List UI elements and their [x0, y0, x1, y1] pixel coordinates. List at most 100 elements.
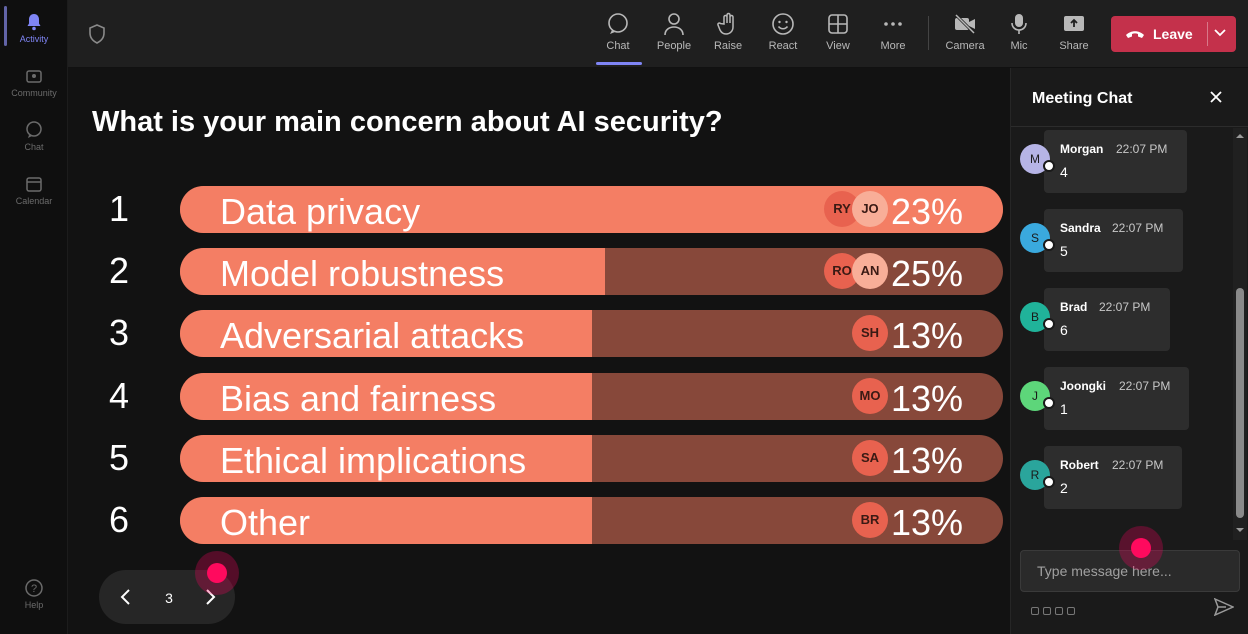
presence-indicator [1043, 160, 1055, 172]
option-number: 4 [108, 375, 130, 416]
rail-item-activity[interactable]: Activity [0, 12, 68, 44]
chat-icon [608, 13, 628, 34]
chat-message[interactable]: Sandra 22:07 PM 5 S [1011, 207, 1233, 272]
cursor-highlight [195, 551, 239, 595]
message-bubble: Sandra 22:07 PM 5 [1044, 209, 1183, 272]
message-author: Sandra [1060, 221, 1101, 235]
chevron-right-icon[interactable] [201, 587, 219, 607]
poll-option-label: Model robustness [220, 253, 505, 294]
poll-option-percent: 23% [890, 191, 963, 232]
meeting-chat-panel: Meeting Chat Morgan 22:07 PM 4 M Sandra 22:07… [1010, 68, 1248, 634]
chat-message-list: Morgan 22:07 PM 4 M Sandra 22:07 PM 5 S Brad 22:0… [1011, 128, 1233, 540]
toolbar-react-button[interactable]: React [755, 8, 811, 64]
poll-option-fill [180, 248, 605, 295]
poll-option-percent: 13% [890, 378, 963, 419]
toolbar-mic-button[interactable]: Mic [991, 8, 1047, 64]
poll-option-fill [180, 310, 592, 357]
people-icon [664, 13, 684, 36]
scroll-up-icon[interactable] [1236, 132, 1244, 140]
chevron-left-icon[interactable] [117, 587, 135, 607]
camera-off-icon [954, 13, 976, 35]
send-icon[interactable] [1214, 598, 1234, 616]
scrollbar-thumb[interactable] [1236, 288, 1244, 518]
presence-indicator [1043, 239, 1055, 251]
smile-icon [772, 13, 794, 35]
gif-icon[interactable] [1067, 607, 1075, 615]
rail-label: Help [24, 600, 44, 610]
emoji-icon[interactable] [1055, 607, 1063, 615]
toolbar-camera-button[interactable]: Camera [937, 8, 993, 64]
toolbar-label: React [768, 40, 798, 52]
message-text: 6 [1060, 322, 1068, 338]
poll-option-bar[interactable]: Other BR 13% [180, 497, 1003, 544]
poll-option-bar[interactable]: Adversarial attacks SH 13% [180, 310, 1003, 357]
chat-message-input[interactable] [1020, 550, 1240, 592]
voter-avatar: BR [852, 502, 888, 538]
rail-label: Activity [19, 34, 49, 44]
toolbar-chat-button[interactable]: Chat [590, 8, 646, 64]
poll-option-percent: 13% [890, 315, 963, 356]
toolbar-label: Share [1059, 40, 1089, 52]
formatting-toolbar [1031, 602, 1079, 615]
message-bubble: Morgan 22:07 PM 4 [1044, 130, 1187, 193]
scroll-down-icon[interactable] [1236, 526, 1244, 534]
grid-icon [828, 14, 848, 34]
chat-scrollbar[interactable] [1233, 128, 1247, 540]
svg-text:?: ? [31, 583, 37, 595]
poll-option-bar[interactable]: Model robustness RO AN 25% [180, 248, 1003, 295]
rail-item-help[interactable]: ? Help [0, 578, 68, 610]
poll-option-label: Adversarial attacks [220, 315, 525, 356]
help-icon: ? [25, 579, 43, 597]
chat-message[interactable]: Brad 22:07 PM 6 B [1011, 286, 1233, 351]
option-number: 5 [108, 437, 130, 478]
poll-option-fill [180, 435, 592, 482]
attach-icon[interactable] [1043, 607, 1051, 615]
toolbar-people-button[interactable]: People [646, 8, 702, 64]
toolbar-separator [928, 16, 929, 50]
message-text: 1 [1060, 401, 1068, 417]
poll-option-percent: 13% [890, 502, 963, 543]
presence-indicator [1043, 318, 1055, 330]
chat-active-indicator [596, 62, 642, 65]
leave-divider [1207, 22, 1208, 46]
rail-label: Calendar [15, 196, 53, 206]
toolbar-more-button[interactable]: More [865, 8, 921, 64]
format-icon[interactable] [1031, 607, 1039, 615]
rail-item-calendar[interactable]: Calendar [0, 174, 68, 206]
chat-message[interactable]: Morgan 22:07 PM 4 M [1011, 128, 1233, 193]
rail-item-chat[interactable]: Chat [0, 120, 68, 152]
chevron-down-icon[interactable] [1213, 28, 1227, 38]
left-rail: Activity Community Chat Calendar ? Help [0, 0, 68, 634]
poll-option-label: Ethical implications [220, 440, 527, 481]
leave-button[interactable]: Leave [1111, 16, 1236, 52]
voter-avatar: JO [852, 191, 888, 227]
option-number: 6 [108, 499, 130, 540]
toolbar-raise-button[interactable]: Raise [700, 8, 756, 64]
leave-label: Leave [1153, 26, 1193, 42]
toolbar-label: People [656, 40, 692, 52]
chat-message[interactable]: Robert 22:07 PM 2 R [1011, 444, 1233, 509]
bell-icon [27, 14, 41, 31]
shield-icon[interactable] [88, 24, 106, 44]
poll-option-bar[interactable]: Bias and fairness MO 13% [180, 373, 1003, 420]
meeting-toolbar: Chat People Raise React View More Camera [68, 0, 1248, 68]
toolbar-label: More [880, 40, 906, 52]
page-navigator: 3 [99, 570, 235, 624]
poll-option-bar[interactable]: Data privacy RY JO 23% [180, 186, 1003, 233]
close-icon[interactable] [1209, 90, 1223, 104]
chat-message[interactable]: Joongki 22:07 PM 1 J [1011, 365, 1233, 430]
cursor-highlight [1119, 526, 1163, 570]
presence-indicator [1043, 476, 1055, 488]
mic-icon [1011, 14, 1027, 34]
poll-option-label: Other [220, 502, 311, 543]
message-text: 2 [1060, 480, 1068, 496]
message-text: 5 [1060, 243, 1068, 259]
message-time: 22:07 PM [1112, 458, 1164, 472]
chat-header-divider [1011, 126, 1248, 127]
toolbar-share-button[interactable]: Share [1046, 8, 1102, 64]
poll-option-bar[interactable]: Ethical implications SA 13% [180, 435, 1003, 482]
message-time: 22:07 PM [1116, 142, 1168, 156]
message-author: Robert [1060, 458, 1099, 472]
rail-item-community[interactable]: Community [0, 66, 68, 98]
toolbar-view-button[interactable]: View [810, 8, 866, 64]
